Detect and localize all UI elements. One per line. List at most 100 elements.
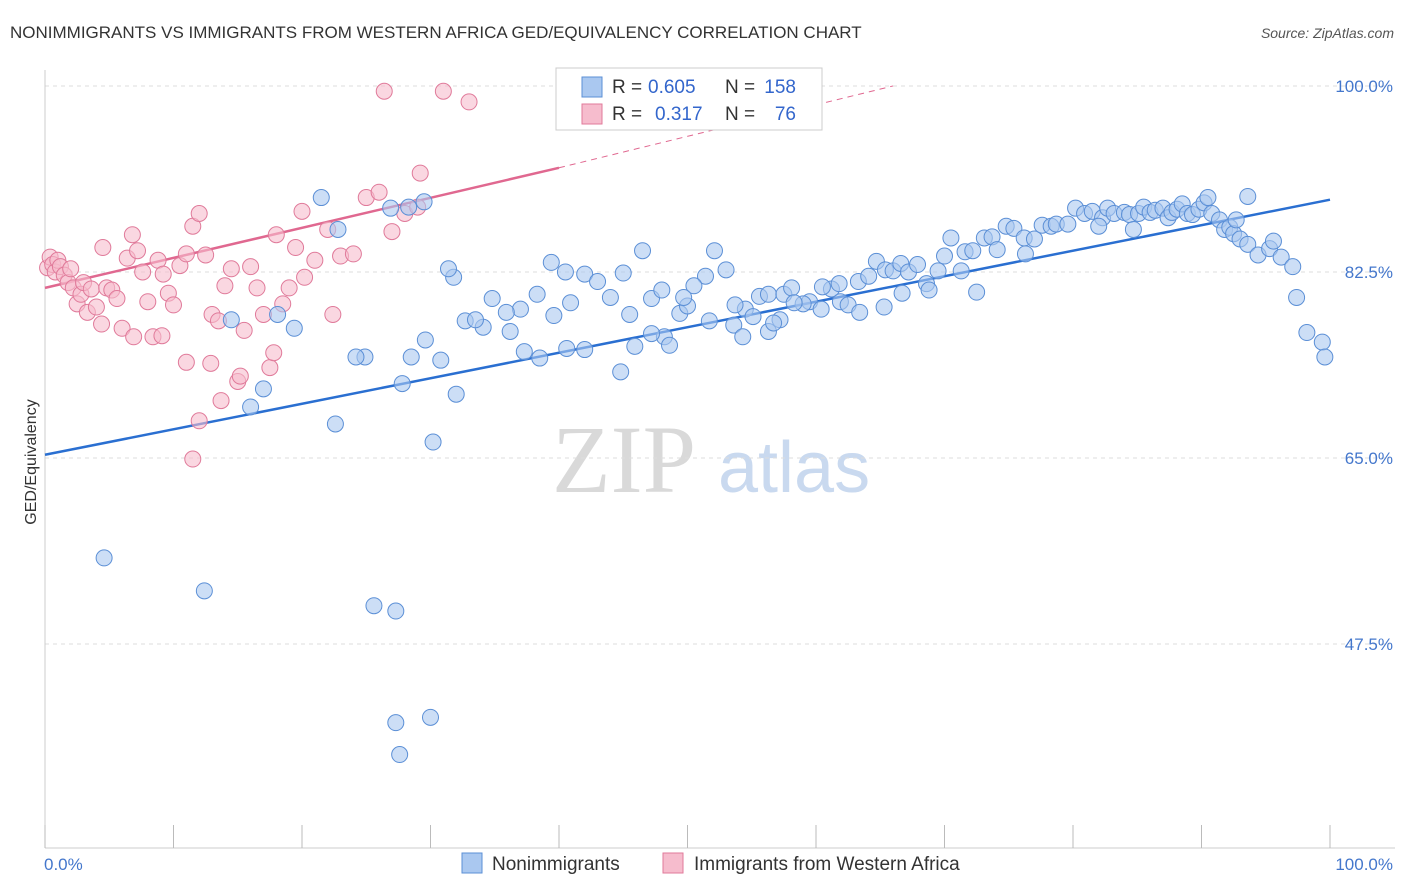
- blue-point: [387, 714, 405, 732]
- pink-point: [434, 82, 452, 100]
- pink-point: [125, 328, 143, 346]
- legend-n-value-1: 76: [775, 104, 796, 125]
- pink-point: [370, 183, 388, 201]
- blue-point: [785, 294, 803, 312]
- blue-point: [1288, 288, 1306, 306]
- x-tick-label-0: 0.0%: [44, 855, 83, 874]
- pink-point: [287, 239, 305, 257]
- pink-point: [344, 245, 362, 263]
- blue-point: [558, 339, 576, 357]
- blue-point: [813, 278, 831, 296]
- axes: [44, 70, 1395, 849]
- blue-point: [942, 229, 960, 247]
- legend-n-value-0: 158: [764, 77, 796, 98]
- blue-point: [542, 253, 560, 271]
- watermark-atlas: atlas: [718, 428, 870, 508]
- pink-point: [197, 246, 215, 264]
- blue-point: [511, 300, 529, 318]
- blue-point: [326, 415, 344, 433]
- pink-point: [293, 202, 311, 220]
- blue-point: [416, 331, 434, 349]
- pink-point: [411, 164, 429, 182]
- blue-point: [556, 263, 574, 281]
- blue-point: [432, 351, 450, 369]
- bottom-legend-label-immigrants: Immigrants from Western Africa: [694, 854, 960, 875]
- blue-point: [447, 385, 465, 403]
- blue-point: [528, 285, 546, 303]
- blue-point: [626, 337, 644, 355]
- blue-point: [347, 348, 365, 366]
- pink-point: [190, 204, 208, 222]
- series-nonimmigrants: [95, 187, 1334, 764]
- blue-point: [964, 242, 982, 260]
- blue-point: [700, 312, 718, 330]
- bottom-legend-swatch-immigrants: [662, 852, 684, 874]
- blue-point: [312, 189, 330, 207]
- blue-point: [634, 242, 652, 260]
- pink-point: [324, 305, 342, 323]
- pink-point: [248, 279, 266, 297]
- blue-point: [576, 265, 594, 283]
- blue-point: [875, 298, 893, 316]
- blue-point: [621, 305, 639, 323]
- legend-r-value-1: 0.317: [655, 104, 703, 125]
- blue-point: [765, 314, 783, 332]
- blue-point: [1284, 258, 1302, 276]
- blue-point: [744, 308, 762, 326]
- pink-point: [231, 367, 249, 385]
- blue-point: [483, 290, 501, 308]
- blue-point: [387, 602, 405, 620]
- blue-point: [851, 303, 869, 321]
- legend-r-label-1: R =: [612, 104, 642, 125]
- legend-swatch-immigrants: [581, 103, 603, 125]
- bottom-legend-label-nonimmigrants: Nonimmigrants: [492, 854, 620, 875]
- blue-point: [725, 316, 743, 334]
- trend-line-nonimmigrants: [44, 198, 1331, 457]
- blue-point: [893, 284, 911, 302]
- blue-point: [812, 300, 830, 318]
- blue-point: [1090, 217, 1108, 235]
- blue-point: [95, 549, 113, 567]
- blue-point: [329, 220, 347, 238]
- blue-point: [439, 260, 457, 278]
- blue-point: [365, 597, 383, 615]
- blue-point: [195, 582, 213, 600]
- pink-point: [280, 279, 298, 297]
- blue-point: [545, 307, 563, 325]
- pink-point: [460, 93, 478, 111]
- blue-point: [612, 363, 630, 381]
- pink-point: [296, 268, 314, 286]
- blue-point: [1124, 220, 1142, 238]
- blue-point: [734, 328, 752, 346]
- blue-point: [614, 264, 632, 282]
- blue-point: [1239, 235, 1257, 253]
- y-tick-label-0: 100.0%: [1335, 77, 1393, 96]
- series-immigrants-western-africa: [39, 82, 478, 468]
- y-tick-label-2: 65.0%: [1345, 449, 1393, 468]
- pink-point: [87, 298, 105, 316]
- pink-point: [202, 354, 220, 372]
- blue-point: [589, 273, 607, 291]
- pink-point: [265, 344, 283, 362]
- blue-point: [222, 311, 240, 329]
- pink-point: [153, 327, 171, 345]
- blue-point: [501, 322, 519, 340]
- trend-lines: [44, 85, 1331, 457]
- pink-point: [261, 359, 279, 377]
- grid: [45, 85, 1390, 645]
- pink-point: [108, 290, 126, 308]
- blue-point: [382, 199, 400, 217]
- blue-point: [726, 296, 744, 314]
- blue-point: [242, 398, 260, 416]
- blue-point: [783, 279, 801, 297]
- blue-point: [422, 708, 439, 726]
- blue-point: [1059, 215, 1077, 233]
- pink-point: [94, 239, 112, 257]
- blue-point: [696, 267, 714, 285]
- watermark: ZIP atlas: [552, 406, 870, 513]
- trend-line-immigrants: [44, 166, 560, 290]
- blue-point: [675, 288, 693, 306]
- blue-point: [1227, 211, 1245, 229]
- legend-n-label-1: N =: [725, 104, 755, 125]
- blue-point: [285, 319, 303, 337]
